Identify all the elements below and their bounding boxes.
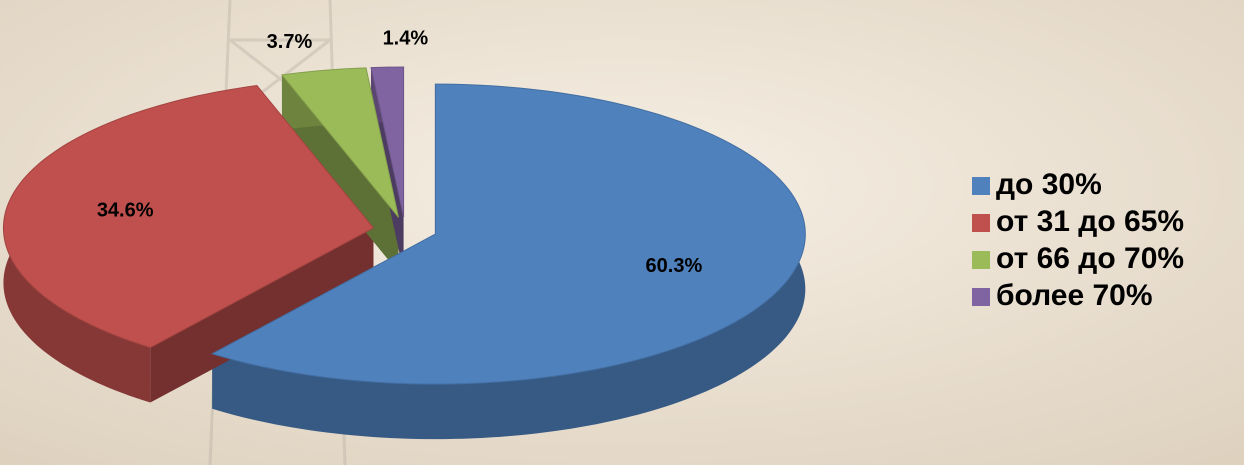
- slice-wall: [150, 227, 374, 403]
- slice: [2, 84, 375, 349]
- legend-label: до 30%: [996, 168, 1102, 201]
- legend-swatch: [972, 214, 990, 232]
- data-label: 60.3%: [646, 255, 703, 277]
- legend-label: от 66 до 70%: [996, 242, 1184, 275]
- slice: [210, 83, 806, 385]
- legend-swatch: [972, 251, 990, 269]
- legend-swatch: [972, 177, 990, 195]
- legend-label: от 31 до 65%: [996, 205, 1184, 238]
- legend-label: более 70%: [996, 279, 1153, 312]
- slice: [281, 67, 399, 218]
- slice-side: [212, 84, 806, 440]
- data-label: 34.6%: [97, 200, 154, 222]
- data-label: 3.7%: [267, 31, 313, 53]
- slice: [370, 66, 405, 218]
- data-label: 1.4%: [383, 27, 429, 49]
- legend: до 30% от 31 до 65% от 66 до 70% более 70%: [972, 168, 1184, 312]
- pie: 60.3% 34.6% 3.7% 1.4%: [2, 27, 806, 440]
- legend-swatch: [972, 288, 990, 306]
